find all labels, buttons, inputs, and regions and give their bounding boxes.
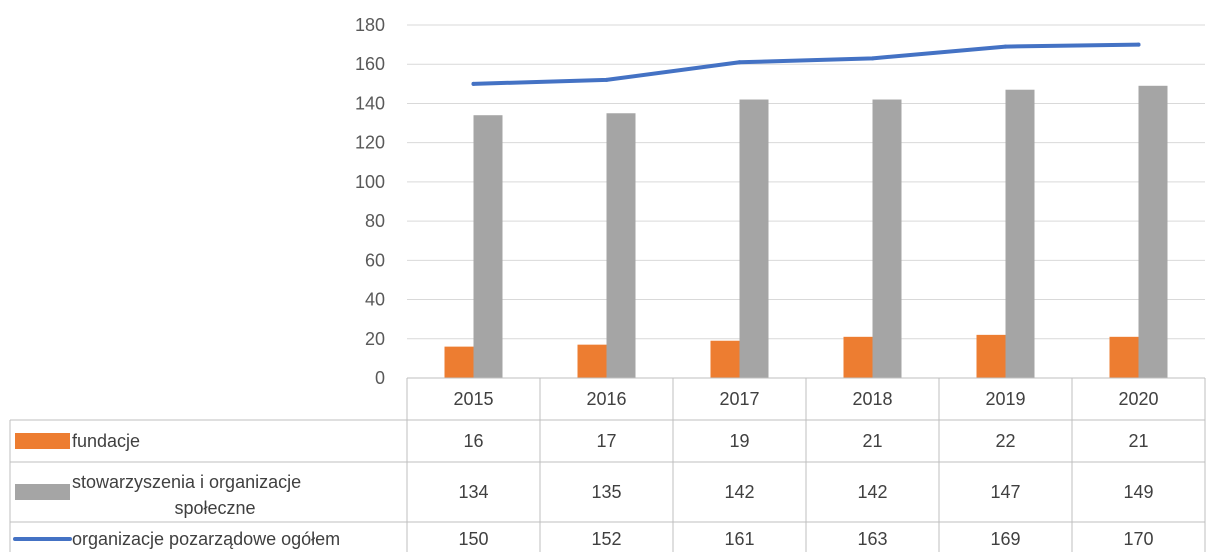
gridlines: [407, 24, 1205, 340]
table-value: 170: [1123, 529, 1153, 549]
table-value: 21: [862, 431, 882, 451]
table-value: 161: [724, 529, 754, 549]
legend-label: stowarzyszenia i organizacje: [72, 472, 301, 492]
x-category-label: 2019: [985, 389, 1025, 409]
y-tick-label: 100: [355, 172, 385, 192]
y-axis: 0 20 40 60 80 100 120 140 160 180: [355, 15, 385, 388]
table-value: 163: [857, 529, 887, 549]
table-value: 22: [995, 431, 1015, 451]
legend-label: organizacje pozarządowe ogółem: [72, 529, 340, 549]
bar-stowarzyszenia: [739, 99, 769, 379]
bar-fundacje: [1109, 336, 1139, 378]
table-value: 150: [458, 529, 488, 549]
y-tick-label: 140: [355, 93, 385, 113]
table-value: 134: [458, 482, 488, 502]
line-series-ogolem: [471, 42, 1141, 86]
x-category-label: 2018: [852, 389, 892, 409]
bar-stowarzyszenia: [872, 99, 902, 379]
y-tick-label: 180: [355, 15, 385, 35]
table-value: 142: [857, 482, 887, 502]
y-tick-label: 0: [375, 368, 385, 388]
legend-label: fundacje: [72, 431, 140, 451]
table-value: 149: [1123, 482, 1153, 502]
table-value: 19: [729, 431, 749, 451]
y-tick-label: 80: [365, 211, 385, 231]
x-category-label: 2017: [719, 389, 759, 409]
table-value: 169: [990, 529, 1020, 549]
bar-fundacje: [444, 346, 474, 378]
bar-fundacje: [710, 340, 740, 378]
legend-key-fundacje: [15, 433, 70, 449]
legend-key-stowarzyszenia: [15, 484, 70, 500]
y-tick-label: 20: [365, 329, 385, 349]
total-line: [471, 42, 1141, 86]
line-point: [1136, 42, 1141, 47]
x-category-label: 2020: [1118, 389, 1158, 409]
line-point: [870, 56, 875, 61]
table-value: 152: [591, 529, 621, 549]
table-value: 16: [463, 431, 483, 451]
y-tick-label: 120: [355, 133, 385, 153]
y-tick-label: 40: [365, 290, 385, 310]
bar-fundacje: [843, 336, 873, 378]
bars: [444, 85, 1168, 379]
table-value: 21: [1128, 431, 1148, 451]
line-point: [1003, 44, 1008, 49]
y-tick-label: 160: [355, 54, 385, 74]
table-value: 142: [724, 482, 754, 502]
bar-stowarzyszenia: [606, 113, 636, 378]
data-table: 2015 2016 2017 2018 2019 2020 fundacje 16 17 19 21…: [9, 377, 1206, 552]
line-point: [737, 60, 742, 65]
x-category-label: 2015: [453, 389, 493, 409]
line-point: [604, 77, 609, 82]
table-value: 17: [596, 431, 616, 451]
x-category-label: 2016: [586, 389, 626, 409]
table-value: 135: [591, 482, 621, 502]
y-tick-label: 60: [365, 250, 385, 270]
bar-stowarzyszenia: [1138, 85, 1168, 379]
bar-fundacje: [577, 344, 607, 378]
table-value: 147: [990, 482, 1020, 502]
line-point: [471, 81, 476, 86]
bar-stowarzyszenia: [473, 115, 503, 378]
legend-label: społeczne: [174, 498, 255, 518]
bar-stowarzyszenia: [1005, 89, 1035, 378]
bar-fundacje: [976, 334, 1006, 378]
